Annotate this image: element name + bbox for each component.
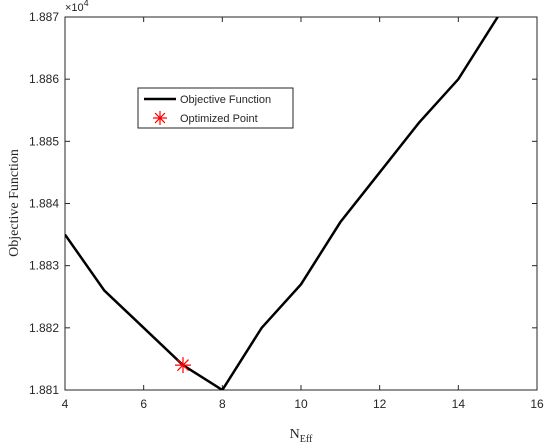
- y-tick-label: 1.884: [29, 197, 59, 211]
- x-label-sub: Eff: [300, 434, 313, 445]
- y-tick-label: 1.882: [29, 321, 59, 335]
- x-tick-label: 16: [530, 397, 544, 411]
- x-label-main: N: [290, 427, 300, 442]
- legend-marker: [153, 111, 167, 125]
- y-tick-label: 1.885: [29, 134, 59, 148]
- plot-frame: [64, 16, 538, 391]
- optimized-point: [175, 357, 191, 374]
- legend-label: Optimized Point: [180, 113, 258, 125]
- x-tick-label: 12: [373, 397, 387, 411]
- y-axis-label: Objective Function: [7, 149, 22, 257]
- x-tick-label: 8: [219, 397, 226, 411]
- x-tick-label: 10: [294, 397, 308, 411]
- legend-label: Objective Function: [180, 94, 271, 106]
- exponent-power: 4: [84, 0, 89, 8]
- x-tick-label: 14: [452, 397, 466, 411]
- y-exponent: ×104: [65, 0, 89, 14]
- y-tick-label: 1.887: [29, 10, 59, 24]
- y-tick-label: 1.881: [29, 383, 59, 397]
- y-tick-label: 1.886: [29, 72, 59, 86]
- x-tick-label: 6: [140, 397, 147, 411]
- y-tick-label: 1.883: [29, 259, 59, 273]
- x-axis-label: NEff: [290, 427, 313, 445]
- x-tick-label: 4: [62, 397, 69, 411]
- exponent-base: ×10: [65, 2, 84, 14]
- objective-line: [65, 17, 499, 390]
